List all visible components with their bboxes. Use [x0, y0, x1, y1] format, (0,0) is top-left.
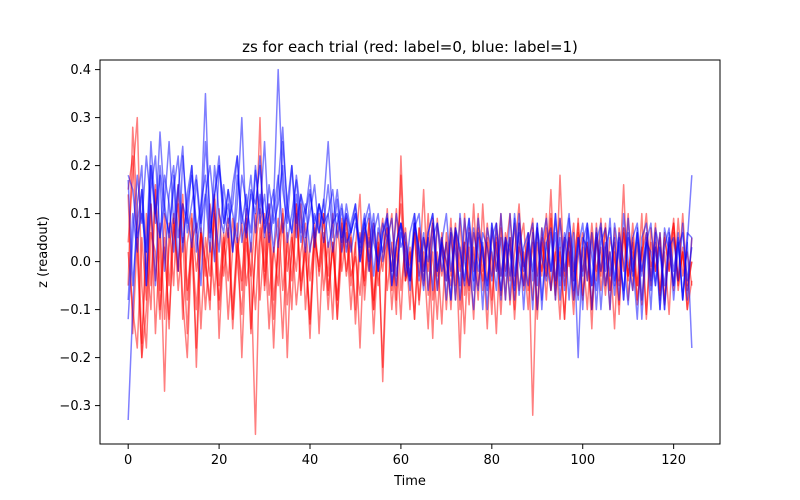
chart-title: zs for each trial (red: label=0, blue: l…	[242, 38, 578, 56]
x-tick-label: 120	[661, 453, 686, 468]
series-layer	[127, 68, 693, 436]
x-tick-label: 0	[124, 453, 132, 468]
y-axis: −0.3 −0.2 −0.1 0.0 0.1 0.2 0.3 0.4	[59, 63, 100, 414]
y-tick-label: −0.2	[59, 351, 91, 366]
y-tick-label: 0.3	[70, 111, 91, 126]
x-tick-label: 80	[484, 453, 501, 468]
x-tick-label: 40	[302, 453, 319, 468]
plot-frame	[99, 59, 721, 445]
y-tick-label: −0.1	[59, 303, 91, 318]
y-tick-label: 0.1	[70, 207, 91, 222]
x-tick-label: 20	[211, 453, 228, 468]
y-axis-label: z (readout)	[36, 216, 51, 288]
x-axis-label: Time	[393, 474, 426, 489]
y-tick-label: −0.3	[59, 399, 91, 414]
x-axis: 0 20 40 60 80 100 120	[124, 444, 686, 468]
y-tick-label: 0.4	[70, 63, 91, 78]
x-tick-label: 100	[570, 453, 595, 468]
series-line-label1-9	[127, 140, 693, 311]
x-tick-label: 60	[393, 453, 410, 468]
y-tick-label: 0.2	[70, 159, 91, 174]
y-tick-label: 0.0	[70, 255, 91, 270]
